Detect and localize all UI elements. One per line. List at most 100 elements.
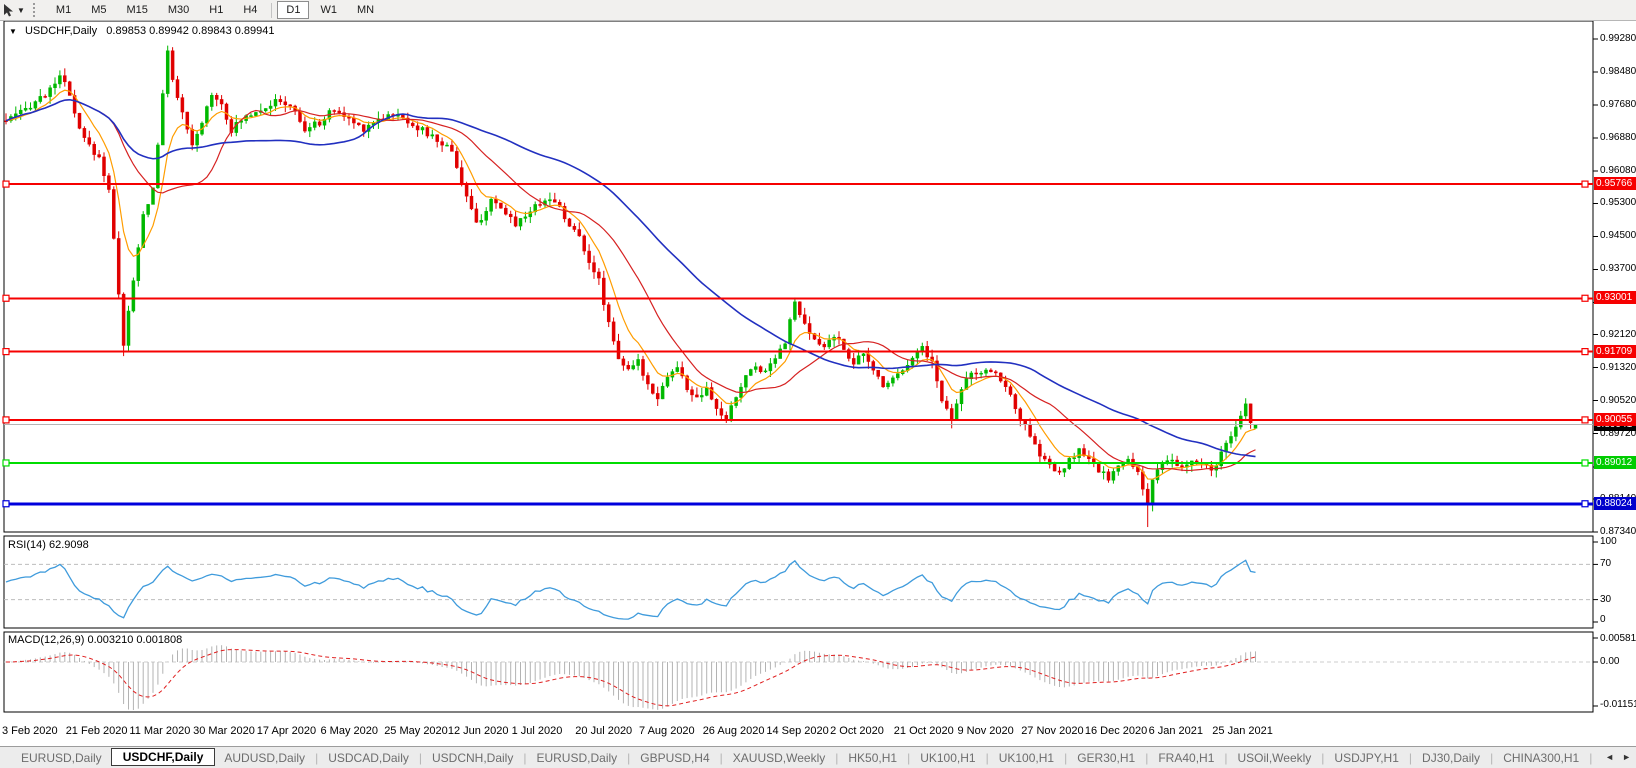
time-axis-label: 20 Jul 2020 <box>575 725 633 737</box>
time-axis-label: 3 Feb 2020 <box>2 725 58 737</box>
chart-tab-audusd-daily[interactable]: AUDUSD,Daily <box>224 750 306 765</box>
tab-separator: | <box>523 750 527 765</box>
chart-tab-xauusd-weekly[interactable]: XAUUSD,Weekly <box>732 750 826 765</box>
time-axis-label: 21 Oct 2020 <box>893 725 954 737</box>
timeframe-button-m30[interactable]: M30 <box>167 4 190 16</box>
time-axis-label: 14 Sep 2020 <box>766 725 829 737</box>
time-axis-label: 7 Aug 2020 <box>639 725 695 737</box>
hline-price-label[interactable]: 0.95766 <box>1594 177 1636 191</box>
tab-separator: | <box>1224 750 1228 765</box>
time-axis-label: 6 May 2020 <box>320 725 378 737</box>
tab-separator: | <box>1064 750 1068 765</box>
toolbar-grip-handle[interactable] <box>32 3 38 17</box>
tab-separator: | <box>1408 750 1413 765</box>
chart-tab-ger30-h1[interactable]: GER30,H1 <box>1077 750 1136 765</box>
tab-separator: | <box>1145 750 1149 765</box>
cursor-arrow-icon <box>3 3 14 17</box>
price-axis-tick: 0.97680 <box>1600 99 1636 111</box>
tab-scroll-left-button[interactable]: ◄ <box>1605 752 1615 762</box>
time-axis-label: 6 Jan 2021 <box>1148 725 1204 737</box>
macd-axis-tick: -0.011514 <box>1600 699 1636 710</box>
chart-tab-usdcad-daily[interactable]: USDCAD,Daily <box>328 750 409 765</box>
price-axis-tick: 0.90520 <box>1600 394 1636 406</box>
timeframe-button-w1[interactable]: W1 <box>320 4 337 16</box>
rsi-axis-tick: 100 <box>1600 536 1617 547</box>
chart-tab-uk100-h1[interactable]: UK100,H1 <box>920 750 976 765</box>
cursor-tool-dropdown-icon[interactable]: ▼ <box>17 5 25 15</box>
chart-symbol-period: USDCHF,Daily <box>24 25 98 37</box>
hline-price-label[interactable]: 0.89012 <box>1594 455 1636 469</box>
rsi-axis-tick: 30 <box>1600 593 1612 605</box>
hline-price-label[interactable]: 0.90055 <box>1594 412 1636 426</box>
chart-tab-dj30-daily[interactable]: DJ30,Daily <box>1422 750 1481 765</box>
price-axis-tick: 0.98480 <box>1600 66 1636 78</box>
rsi-indicator-label: RSI(14) 62.9098 <box>8 539 89 551</box>
tab-separator: | <box>835 750 839 765</box>
hline-price-label[interactable]: 0.88024 <box>1594 496 1636 510</box>
chart-tab-usdcnh-daily[interactable]: USDCNH,Daily <box>432 750 514 765</box>
chart-title: ▼ USDCHF,Daily 0.89853 0.89942 0.89843 0… <box>9 25 275 37</box>
chart-tab-usdjpy-h1[interactable]: USDJPY,H1 <box>1334 750 1399 765</box>
timeframe-buttons-group: M1 M5 M15 M30 H1 H4 D1 W1 MN <box>46 1 384 19</box>
price-axis-tick: 0.89720 <box>1600 427 1636 439</box>
chart-tab-china300-h1[interactable]: CHINA300,H1 <box>1503 750 1580 765</box>
timeframe-button-mn[interactable]: MN <box>356 4 375 16</box>
chart-tab-fra40-h1[interactable]: FRA40,H1 <box>1158 750 1215 765</box>
tab-separator: | <box>418 750 422 765</box>
chart-tab-usoil-weekly[interactable]: USOil,Weekly <box>1237 750 1312 765</box>
hline-price-label[interactable]: 0.93001 <box>1594 291 1636 305</box>
chart-tab-bar: EURUSD,Daily USDCHF,Daily AUDUSD,Daily | USD… <box>0 746 1636 768</box>
chart-tab-usdchf-daily[interactable]: USDCHF,Daily <box>110 747 216 766</box>
tab-separator: | <box>1321 750 1325 765</box>
time-axis-label: 25 Jan 2021 <box>1212 725 1273 737</box>
chart-tab-gbpusd-h4[interactable]: GBPUSD,H4 <box>640 750 710 765</box>
tab-scroll-arrows: ◄ ► <box>1600 747 1636 767</box>
chart-title-dropdown-icon[interactable]: ▼ <box>9 27 17 36</box>
time-axis-label: 12 Jun 2020 <box>447 725 509 737</box>
time-axis-label: 11 Mar 2020 <box>129 725 191 737</box>
timeframe-button-m15[interactable]: M15 <box>126 4 148 16</box>
tab-separator: | <box>627 750 631 765</box>
hline-price-label[interactable]: 0.91709 <box>1594 344 1636 358</box>
time-axis-label: 30 Mar 2020 <box>193 725 255 737</box>
timeframe-button-h4[interactable]: H4 <box>243 4 258 16</box>
timeframe-button-d1[interactable]: D1 <box>277 1 310 19</box>
time-axis-label: 26 Aug 2020 <box>702 725 765 737</box>
time-axis-label: 25 May 2020 <box>384 725 448 737</box>
price-axis-tick: 0.93700 <box>1600 263 1636 275</box>
price-axis-tick: 0.94500 <box>1600 230 1636 242</box>
timeframe-button-m5[interactable]: M5 <box>91 4 107 16</box>
tab-separator: | <box>985 750 989 765</box>
price-axis-tick: 0.87340 <box>1600 526 1636 537</box>
toolbar-separator <box>271 2 273 18</box>
chart-tab-hk50-h1[interactable]: HK50,H1 <box>848 750 898 765</box>
timeframe-button-h1[interactable]: H1 <box>209 4 224 16</box>
tab-separator: | <box>719 750 723 765</box>
chart-tab-uk100-h1[interactable]: UK100,H1 <box>998 750 1055 765</box>
price-axis-tick: 0.96080 <box>1600 165 1636 177</box>
time-axis-label: 9 Nov 2020 <box>957 725 1014 737</box>
timeframe-button-m1[interactable]: M1 <box>55 4 72 16</box>
cursor-tool-button[interactable]: ▼ <box>1 3 27 17</box>
time-axis-label: 16 Dec 2020 <box>1084 725 1148 737</box>
price-axis-tick: 0.96880 <box>1600 132 1636 144</box>
chart-tab-eurusd-daily[interactable]: EURUSD,Daily <box>21 750 102 765</box>
macd-indicator-label: MACD(12,26,9) 0.003210 0.001808 <box>8 634 183 646</box>
chart-tab-eurusd-daily[interactable]: EURUSD,Daily <box>536 750 618 765</box>
time-axis-label: 17 Apr 2020 <box>256 725 317 737</box>
macd-axis-tick: 0.005818 <box>1600 633 1636 644</box>
tab-scroll-right-button[interactable]: ► <box>1622 752 1631 762</box>
chart-ohlc-values: 0.89853 0.89942 0.89843 0.89941 <box>106 25 275 37</box>
tab-separator: | <box>315 750 319 765</box>
time-axis-label: 27 Nov 2020 <box>1021 725 1084 737</box>
macd-axis-tick: 0.00 <box>1600 656 1620 667</box>
time-axis-label: 2 Oct 2020 <box>830 725 884 737</box>
price-axis-tick: 0.95300 <box>1600 197 1636 209</box>
price-axis-tick: 0.91320 <box>1600 361 1636 373</box>
tab-separator: | <box>907 750 911 765</box>
tab-separator: | <box>1589 750 1593 765</box>
price-axis-tick: 0.92120 <box>1600 328 1636 340</box>
rsi-axis-tick: 0 <box>1600 614 1606 625</box>
